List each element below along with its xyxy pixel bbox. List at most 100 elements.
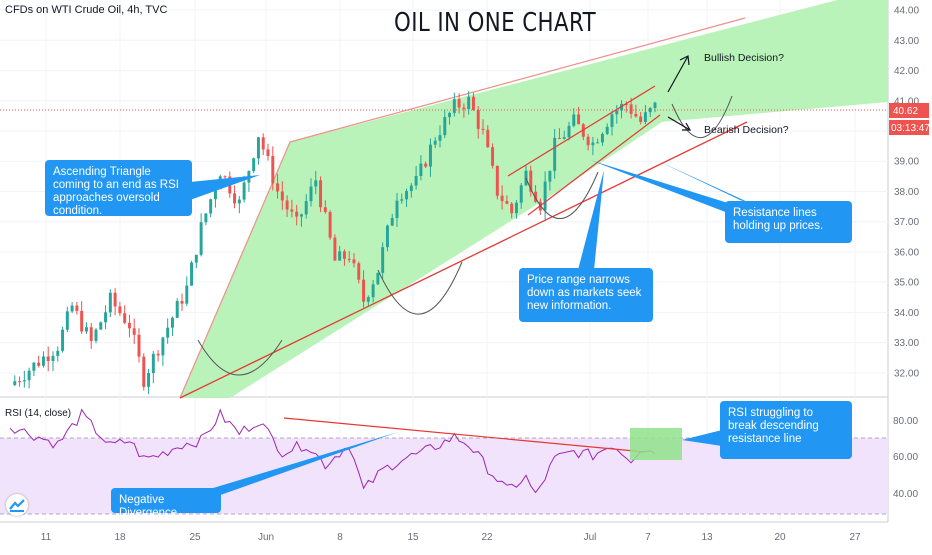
candle-body (99, 322, 103, 330)
candle-body (610, 114, 614, 127)
candle-body (462, 107, 466, 110)
rsi-header: RSI (14, close) (5, 408, 72, 419)
candle-body (385, 225, 389, 248)
candle-body (323, 207, 327, 213)
candle-body (629, 104, 633, 114)
candle-body (256, 137, 260, 159)
candle-body (653, 102, 657, 109)
candle-body (84, 327, 88, 332)
candle-body (209, 199, 213, 214)
candle-body (333, 237, 337, 261)
candle-body (314, 180, 318, 187)
bullish-decision-label: Bullish Decision? (704, 52, 784, 64)
candle-body (18, 381, 22, 383)
candle-body (142, 356, 146, 387)
candles (13, 91, 657, 395)
candle-body (605, 126, 609, 134)
price-tick-label: 38.00 (894, 187, 919, 198)
candle-body (510, 203, 514, 214)
candle-body (299, 214, 303, 217)
candle-body (620, 103, 624, 111)
candle-body (591, 142, 595, 146)
candle-body (524, 170, 528, 186)
candle-body (400, 199, 404, 201)
candle-body (572, 114, 576, 126)
price-tick-label: 37.00 (894, 217, 919, 228)
candle-body (648, 108, 652, 113)
candle-body (242, 182, 246, 200)
candle-body (22, 380, 26, 382)
resistance-lines-callout: Resistance lines holding up prices. (725, 201, 852, 243)
candle-body (104, 312, 108, 323)
candle-body (424, 163, 428, 167)
candle-body (567, 125, 571, 138)
candle-body (505, 201, 509, 204)
rsi-descending-resistance (283, 417, 646, 453)
cup-arc-4 (671, 95, 733, 138)
candle-body (80, 310, 84, 332)
candle-body (347, 258, 351, 260)
cup-arc-2 (377, 261, 463, 315)
candle-body (443, 117, 447, 136)
candle-body (596, 142, 600, 144)
candle-body (362, 279, 366, 302)
candle-body (290, 209, 294, 212)
candle-body (41, 356, 45, 366)
candle-body (32, 362, 36, 371)
candle-body (175, 300, 179, 318)
candle-body (223, 176, 227, 178)
bearish-arrow-line (667, 116, 691, 131)
cup-arc-3 (525, 171, 599, 219)
time-tick-label: 7 (645, 532, 651, 543)
triangle-upper-line (289, 17, 746, 143)
candle-body (457, 99, 461, 108)
candle-body (237, 199, 241, 204)
candle-body (94, 329, 98, 341)
candle-body (37, 362, 41, 366)
price-tick-label: 32.00 (894, 368, 919, 379)
candle-body (280, 191, 284, 201)
candle-body (276, 183, 280, 192)
symbol-header: CFDs on WTI Crude Oil, 4h, TVC (5, 4, 168, 16)
channel-lower-line (527, 114, 661, 216)
candle-body (161, 337, 165, 356)
candle-body (577, 114, 581, 125)
candle-body (13, 381, 17, 385)
support-trendline (179, 121, 748, 399)
candle-body (615, 110, 619, 115)
candle-body (51, 355, 55, 362)
rsi-callout-pointer (682, 430, 722, 446)
price-tick-label: 35.00 (894, 278, 919, 289)
time-tick-label: Jul (584, 532, 597, 543)
candle-body (328, 212, 332, 238)
negative-divergence-pointer (200, 432, 398, 498)
price-tick-label: 43.00 (894, 36, 919, 47)
candle-body (500, 195, 504, 202)
candle-body (438, 135, 442, 141)
time-tick-label: 8 (337, 532, 343, 543)
candle-body (548, 170, 552, 182)
candle-body (409, 185, 413, 192)
rsi-tick-80: 80.00 (893, 416, 918, 427)
candle-body (271, 155, 275, 184)
candle-body (304, 201, 308, 215)
candle-body (600, 133, 604, 143)
candle-body (70, 305, 74, 312)
candle-body (543, 181, 547, 211)
candle-body (519, 185, 523, 203)
tradingview-logo-icon[interactable] (6, 494, 28, 516)
cup-arc-1 (197, 339, 283, 376)
candle-body (481, 128, 485, 130)
price-tick-label: 39.00 (894, 157, 919, 168)
bearish-decision-label: Bearish Decision? (704, 124, 789, 136)
candle-body (491, 147, 495, 166)
candle-body (562, 137, 566, 139)
candle-body (252, 158, 256, 172)
bullish-arrow-line (667, 55, 689, 93)
candle-body (295, 211, 299, 217)
time-tick-label: 20 (774, 532, 786, 543)
resistance-pointer-a (590, 160, 728, 213)
candle-body (433, 140, 437, 145)
ascending-triangle-callout: Ascending Triangle coming to an end as R… (45, 160, 192, 217)
